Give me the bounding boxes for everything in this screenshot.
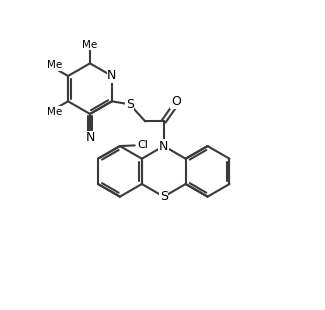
- Text: N: N: [107, 69, 117, 82]
- Text: N: N: [159, 140, 168, 153]
- Text: N: N: [85, 131, 95, 144]
- Text: S: S: [126, 98, 134, 111]
- Text: Me: Me: [82, 40, 97, 50]
- Text: S: S: [160, 190, 168, 203]
- Text: Me: Me: [47, 107, 62, 117]
- Text: Me: Me: [47, 60, 62, 70]
- Text: O: O: [171, 95, 181, 108]
- Text: Cl: Cl: [138, 140, 149, 150]
